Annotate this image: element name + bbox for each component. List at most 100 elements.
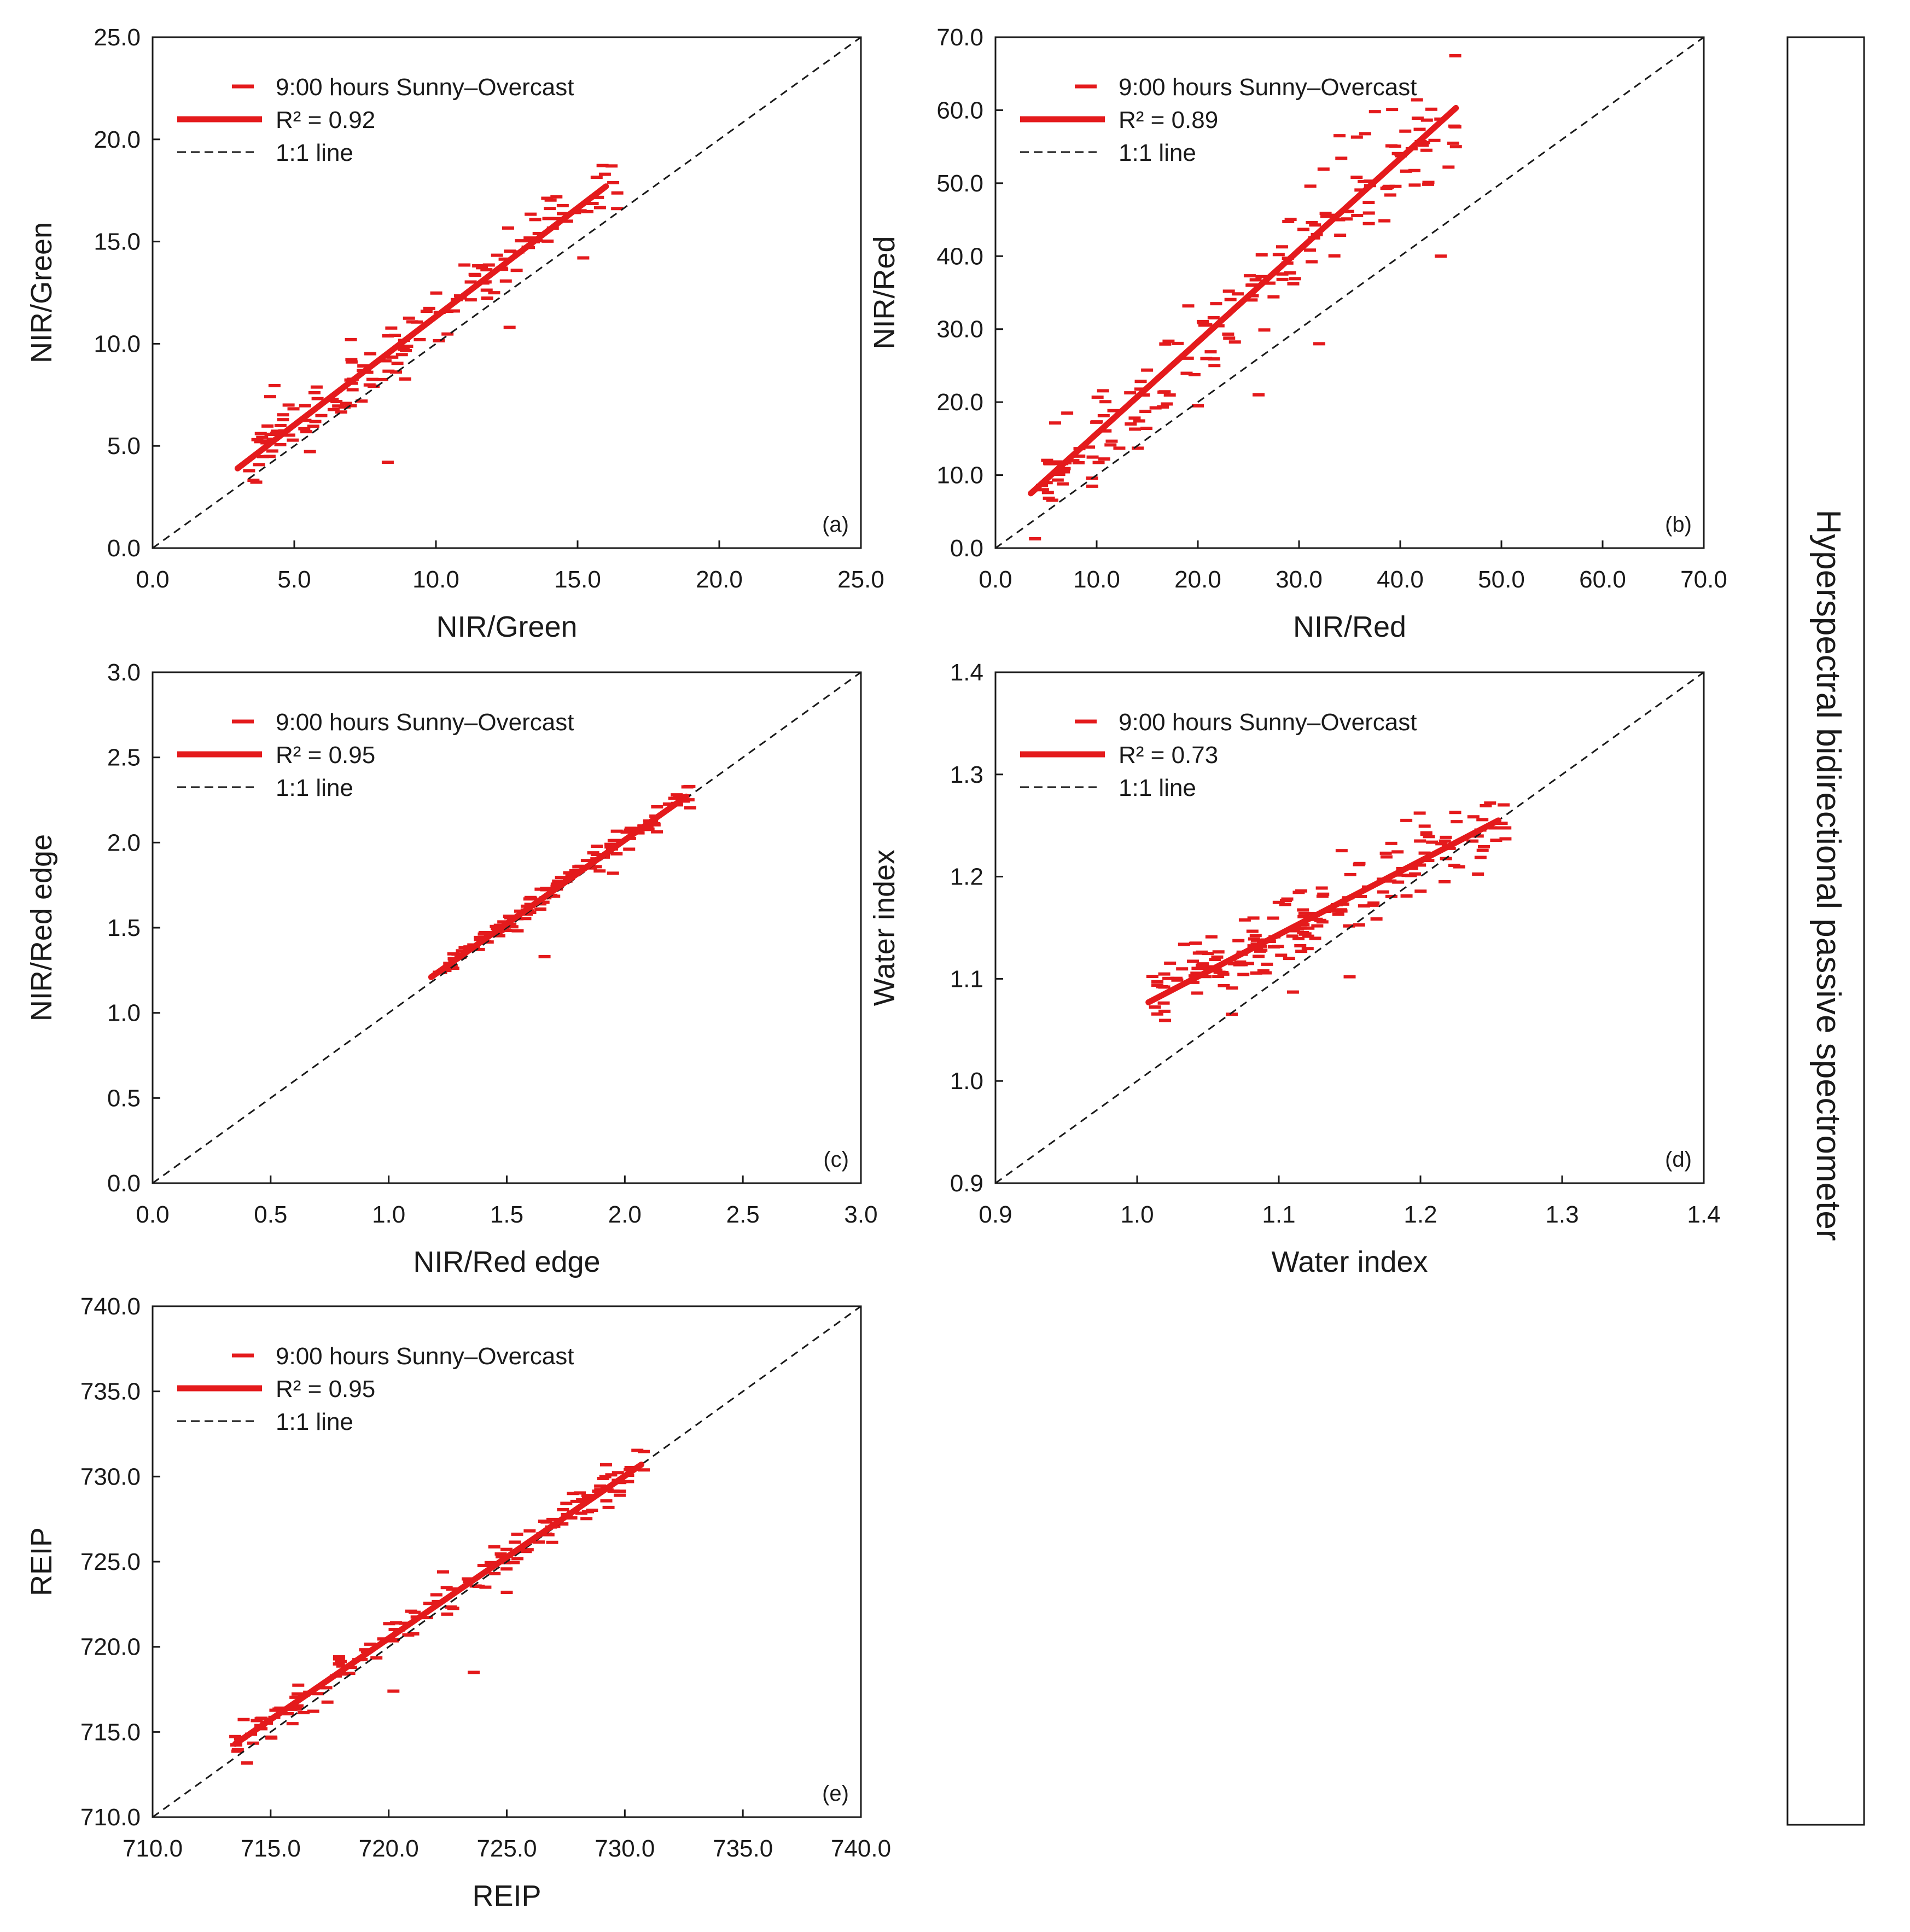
y-tick-label: 730.0 — [80, 1463, 141, 1490]
x-tick-label: 40.0 — [1377, 566, 1424, 593]
x-axis-label: REIP — [472, 1879, 541, 1912]
x-tick-label: 2.5 — [726, 1201, 760, 1228]
x-tick-label: 1.0 — [372, 1201, 405, 1228]
x-tick-label: 70.0 — [1680, 566, 1727, 593]
y-tick-label: 2.0 — [107, 829, 141, 856]
legend: 9:00 hours Sunny–Overcast R² = 0.95 1:1 li… — [177, 709, 574, 801]
x-axis-label: NIR/Green — [436, 610, 577, 643]
x-tick-label: 740.0 — [831, 1835, 891, 1862]
plot-frame — [994, 36, 1705, 549]
x-tick-label: 1.5 — [490, 1201, 523, 1228]
x-tick-label: 710.0 — [123, 1835, 183, 1862]
legend-entry: 1:1 line — [276, 1409, 353, 1435]
y-tick-label: 1.0 — [107, 1000, 141, 1027]
y-tick-label: 1.4 — [950, 659, 983, 686]
legend-entry: R² = 0.95 — [276, 1376, 375, 1403]
identity-line — [152, 1305, 861, 1818]
y-tick-label: 710.0 — [80, 1804, 141, 1831]
legend-entry: R² = 0.89 — [1119, 107, 1218, 133]
y-tick-label: 30.0 — [936, 316, 983, 343]
y-tick-label: 3.0 — [107, 659, 141, 686]
side-title-box — [1786, 36, 1865, 1826]
legend-entry: 1:1 line — [1119, 775, 1196, 801]
y-tick-label: 10.0 — [936, 462, 983, 489]
y-tick-label: 740.0 — [80, 1293, 141, 1320]
y-tick-label: 1.0 — [950, 1068, 983, 1095]
plot-frame — [152, 36, 862, 549]
y-tick-label: 60.0 — [936, 97, 983, 124]
panel-d: 0.9 1.0 1.1 1.2 1.3 1.4 0.9 1.0 1.1 1.2 1.3 1.4 Wate… — [868, 659, 1721, 1278]
legend-entry: 9:00 hours Sunny–Overcast — [276, 1343, 574, 1370]
panel-tag: (e) — [822, 1782, 849, 1806]
side-title: Hyperspectral bidirectional passive spec… — [1809, 509, 1847, 1241]
panel-e: 710.0 715.0 720.0 725.0 730.0 735.0 740.0 710.0… — [25, 1293, 891, 1912]
regression-line — [232, 1462, 645, 1747]
y-tick-label: 725.0 — [80, 1549, 141, 1575]
y-tick-label: 25.0 — [94, 24, 141, 51]
y-tick-label: 735.0 — [80, 1378, 141, 1405]
x-tick-label: 720.0 — [359, 1835, 419, 1862]
identity-line — [152, 36, 861, 549]
y-axis-label: REIP — [25, 1527, 58, 1596]
x-axis-label: NIR/Red — [1293, 610, 1406, 643]
legend-entry: 1:1 line — [1119, 139, 1196, 166]
y-axis-label: NIR/Green — [25, 222, 58, 363]
legend-entry: R² = 0.95 — [276, 742, 375, 769]
y-tick-label: 70.0 — [936, 24, 983, 51]
panel-tag: (d) — [1665, 1148, 1692, 1172]
panel-tag: (a) — [822, 513, 849, 537]
regression-line — [1145, 817, 1501, 1005]
panel-b: 0.0 10.0 20.0 30.0 40.0 50.0 60.0 70.0 0.0 10.0 20… — [868, 24, 1727, 643]
identity-line — [995, 671, 1704, 1184]
x-axis-label: NIR/Red edge — [413, 1246, 600, 1278]
legend: 9:00 hours Sunny–Overcast R² = 0.89 1:1 li… — [1020, 74, 1417, 166]
x-tick-label: 50.0 — [1478, 566, 1525, 593]
y-tick-label: 1.5 — [107, 915, 141, 941]
x-tick-label: 735.0 — [713, 1835, 773, 1862]
x-tick-label: 10.0 — [1073, 566, 1120, 593]
y-tick-label: 50.0 — [936, 170, 983, 197]
y-tick-label: 720.0 — [80, 1634, 141, 1661]
x-tick-label: 10.0 — [412, 566, 459, 593]
y-tick-label: 20.0 — [936, 389, 983, 416]
x-tick-label: 715.0 — [241, 1835, 301, 1862]
x-tick-label: 30.0 — [1276, 566, 1323, 593]
y-tick-label: 715.0 — [80, 1719, 141, 1745]
x-tick-label: 1.2 — [1404, 1201, 1437, 1228]
x-tick-label: 25.0 — [837, 566, 884, 593]
y-axis-label: NIR/Red edge — [25, 834, 58, 1021]
identity-line — [995, 36, 1704, 549]
x-tick-label: 0.0 — [136, 566, 169, 593]
x-tick-label: 1.0 — [1120, 1201, 1154, 1228]
y-tick-label: 0.5 — [107, 1085, 141, 1112]
y-tick-label: 1.1 — [950, 965, 983, 992]
panel-a: 0.0 5.0 10.0 15.0 20.0 25.0 0.0 5.0 10.0 15.0 20.0… — [25, 24, 884, 643]
legend-entry: 9:00 hours Sunny–Overcast — [276, 74, 574, 101]
legend: 9:00 hours Sunny–Overcast R² = 0.73 1:1 li… — [1020, 709, 1417, 801]
x-tick-label: 60.0 — [1579, 566, 1626, 593]
x-tick-label: 20.0 — [696, 566, 743, 593]
legend: 9:00 hours Sunny–Overcast R² = 0.92 1:1 li… — [177, 74, 574, 166]
x-tick-label: 730.0 — [595, 1835, 655, 1862]
regression-line — [428, 793, 690, 980]
panel-tag: (b) — [1665, 513, 1692, 537]
legend: 9:00 hours Sunny–Overcast R² = 0.95 1:1 li… — [177, 1343, 574, 1435]
regression-line — [234, 183, 609, 472]
x-tick-label: 15.0 — [554, 566, 601, 593]
x-tick-label: 2.0 — [608, 1201, 642, 1228]
x-tick-label: 0.9 — [979, 1201, 1012, 1228]
y-tick-label: 20.0 — [94, 126, 141, 153]
legend-entry: R² = 0.92 — [276, 107, 375, 133]
y-tick-label: 0.0 — [950, 535, 983, 562]
x-axis-label: Water index — [1271, 1246, 1428, 1278]
y-tick-label: 10.0 — [94, 330, 141, 357]
x-tick-label: 1.1 — [1262, 1201, 1295, 1228]
y-tick-label: 1.3 — [950, 761, 983, 788]
legend-entry: 1:1 line — [276, 139, 353, 166]
panel-tag: (c) — [823, 1148, 849, 1172]
panels: 0.0 5.0 10.0 15.0 20.0 25.0 0.0 5.0 10.0 15.0 20.0… — [25, 24, 1727, 1912]
x-tick-label: 0.5 — [254, 1201, 287, 1228]
legend-entry: 1:1 line — [276, 775, 353, 801]
x-tick-label: 1.3 — [1545, 1201, 1579, 1228]
